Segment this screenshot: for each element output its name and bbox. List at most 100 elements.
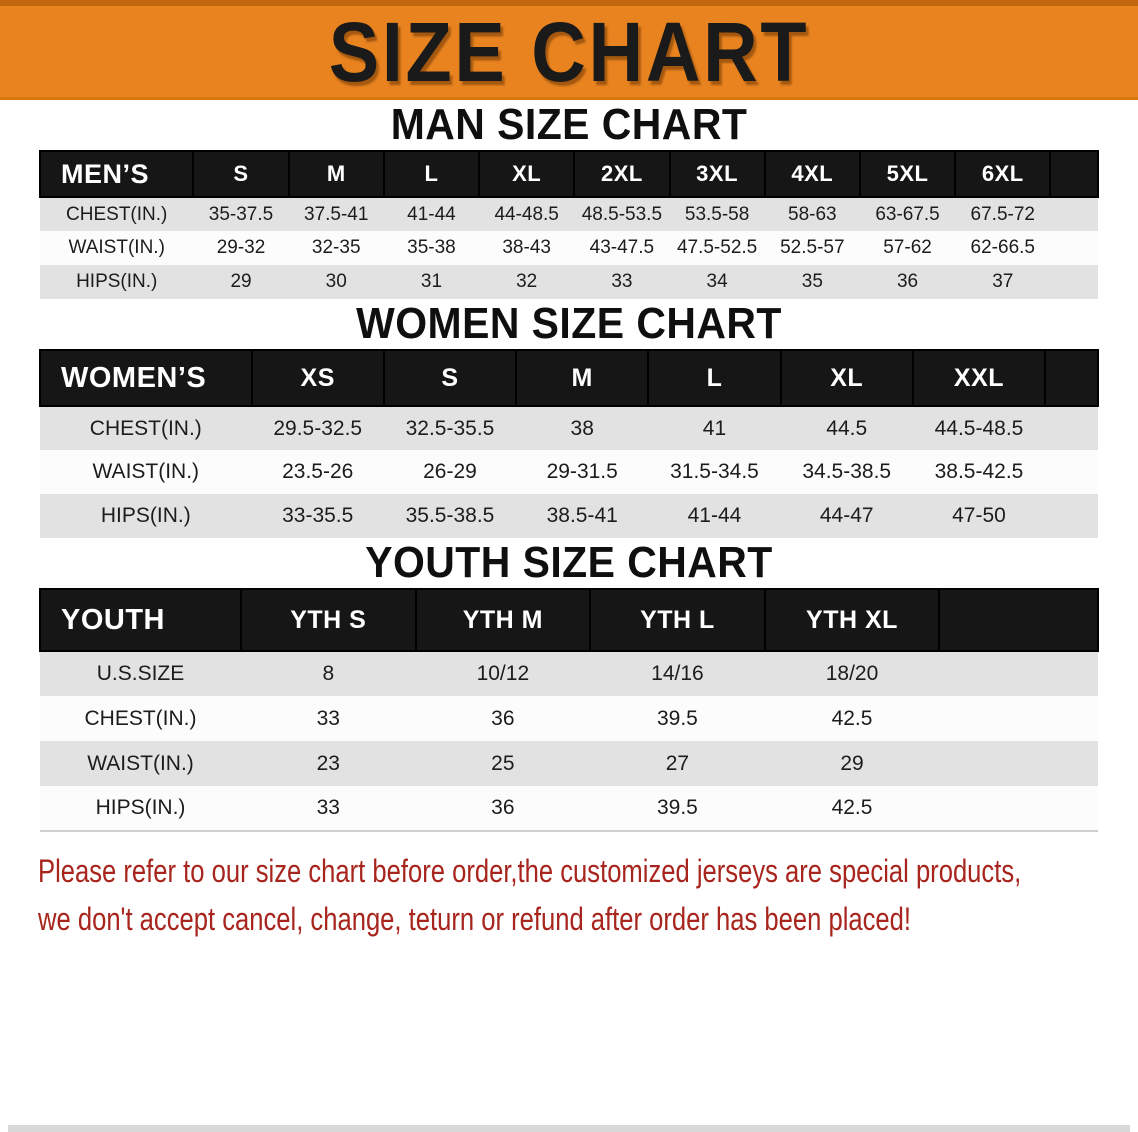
size-cell: 47.5-52.5 bbox=[669, 231, 765, 265]
size-cell: 48.5-53.5 bbox=[574, 197, 670, 231]
size-cell: 32.5-35.5 bbox=[383, 406, 517, 450]
footer-line-1: Please refer to our size chart before or… bbox=[38, 853, 1022, 889]
row-label: WAIST(IN.) bbox=[40, 741, 242, 786]
size-cell: 36 bbox=[859, 265, 956, 299]
men-header-row: MEN’S S M L XL 2XL 3XL 4XL 5XL 6XL bbox=[38, 150, 1099, 198]
size-cell: 58-63 bbox=[764, 197, 860, 231]
size-cell: 63-67.5 bbox=[859, 197, 956, 231]
size-cell: 32-35 bbox=[288, 231, 384, 265]
spacer-cell bbox=[1045, 406, 1098, 450]
men-table-head: MEN’S S M L XL 2XL 3XL 4XL 5XL 6XL bbox=[38, 150, 1099, 198]
size-cell: 8 bbox=[241, 651, 416, 696]
youth-size-header: YTH XL bbox=[763, 588, 941, 652]
youth-table: YOUTH YTH S YTH M YTH L YTH XL U.S.SIZE … bbox=[38, 588, 1099, 832]
size-cell: 29.5-32.5 bbox=[251, 406, 384, 450]
spacer-cell bbox=[939, 786, 1098, 831]
size-cell: 41-44 bbox=[383, 197, 480, 231]
size-cell: 23.5-26 bbox=[251, 450, 384, 494]
size-cell: 43-47.5 bbox=[574, 231, 670, 265]
row-label: WAIST(IN.) bbox=[40, 231, 194, 265]
size-cell: 36 bbox=[415, 696, 591, 741]
women-size-header: L bbox=[647, 349, 782, 407]
youth-size-header: YTH L bbox=[589, 588, 766, 652]
youth-section: YOUTH SIZE CHART YOUTH YTH S YTH M YTH L… bbox=[0, 538, 1138, 832]
row-label: CHEST(IN.) bbox=[40, 696, 242, 741]
men-size-header: 3XL bbox=[668, 150, 766, 198]
men-chest-row: CHEST(IN.) 35-37.5 37.5-41 41-44 44-48.5… bbox=[40, 197, 1098, 231]
spacer-cell bbox=[1044, 349, 1099, 407]
size-cell: 27 bbox=[590, 741, 765, 786]
size-cell: 39.5 bbox=[590, 696, 765, 741]
spacer-cell bbox=[1045, 494, 1098, 538]
size-cell: 29 bbox=[764, 741, 940, 786]
size-cell: 10/12 bbox=[415, 651, 591, 696]
size-cell: 38-43 bbox=[479, 231, 575, 265]
size-cell: 33 bbox=[241, 696, 416, 741]
footer-note: Please refer to our size chart before or… bbox=[0, 832, 1138, 937]
women-table-head: WOMEN’S XS S M L XL XXL bbox=[39, 349, 1099, 407]
size-cell: 42.5 bbox=[764, 786, 940, 831]
size-cell: 52.5-57 bbox=[764, 231, 860, 265]
size-cell: 44-47 bbox=[780, 494, 913, 538]
spacer-cell bbox=[1050, 265, 1098, 299]
size-cell: 23 bbox=[241, 741, 416, 786]
men-table-title: MEN’S bbox=[38, 150, 195, 198]
youth-heading: YOUTH SIZE CHART bbox=[365, 538, 773, 587]
women-section: WOMEN SIZE CHART WOMEN’S XS S M L XL XXL… bbox=[0, 299, 1138, 538]
youth-table-title: YOUTH bbox=[38, 588, 243, 652]
spacer-cell bbox=[1045, 450, 1098, 494]
size-cell: 18/20 bbox=[764, 651, 940, 696]
men-waist-row: WAIST(IN.) 29-32 32-35 35-38 38-43 43-47… bbox=[40, 231, 1098, 265]
size-cell: 38.5-41 bbox=[516, 494, 649, 538]
size-cell: 38 bbox=[516, 406, 649, 450]
row-label: U.S.SIZE bbox=[40, 651, 242, 696]
women-header-row: WOMEN’S XS S M L XL XXL bbox=[39, 349, 1099, 407]
size-cell: 29 bbox=[193, 265, 289, 299]
women-table-body: CHEST(IN.) 29.5-32.5 32.5-35.5 38 41 44.… bbox=[40, 406, 1098, 538]
size-cell: 26-29 bbox=[383, 450, 517, 494]
women-heading: WOMEN SIZE CHART bbox=[356, 299, 782, 348]
men-size-header: S bbox=[192, 150, 290, 198]
spacer-cell bbox=[1050, 197, 1098, 231]
size-cell: 31 bbox=[383, 265, 480, 299]
size-cell: 67.5-72 bbox=[955, 197, 1051, 231]
banner-title: SIZE CHART bbox=[328, 4, 810, 99]
men-size-header: M bbox=[287, 150, 385, 198]
men-size-header: 5XL bbox=[858, 150, 957, 198]
size-cell: 25 bbox=[415, 741, 591, 786]
men-size-header: 4XL bbox=[763, 150, 861, 198]
size-cell: 62-66.5 bbox=[955, 231, 1051, 265]
row-label: HIPS(IN.) bbox=[40, 265, 194, 299]
youth-waist-row: WAIST(IN.) 23 25 27 29 bbox=[40, 741, 1098, 786]
women-size-header: XL bbox=[779, 349, 914, 407]
youth-hips-row: HIPS(IN.) 33 36 39.5 42.5 bbox=[40, 786, 1098, 831]
women-size-header: XXL bbox=[911, 349, 1047, 407]
spacer-cell bbox=[1050, 231, 1098, 265]
size-cell: 31.5-34.5 bbox=[648, 450, 781, 494]
banner: SIZE CHART bbox=[0, 0, 1138, 100]
size-cell: 38.5-42.5 bbox=[912, 450, 1046, 494]
men-size-header: L bbox=[382, 150, 481, 198]
footer-line-2: we don't accept cancel, change, teturn o… bbox=[38, 901, 911, 938]
row-label: CHEST(IN.) bbox=[40, 406, 252, 450]
youth-size-header: YTH M bbox=[414, 588, 592, 652]
size-cell: 44-48.5 bbox=[479, 197, 575, 231]
men-table: MEN’S S M L XL 2XL 3XL 4XL 5XL 6XL CHEST… bbox=[38, 150, 1099, 299]
size-cell: 42.5 bbox=[764, 696, 940, 741]
spacer-cell bbox=[939, 741, 1098, 786]
size-cell: 37.5-41 bbox=[288, 197, 384, 231]
women-table-title: WOMEN’S bbox=[39, 349, 253, 407]
size-cell: 39.5 bbox=[590, 786, 765, 831]
size-cell: 36 bbox=[415, 786, 591, 831]
men-size-header: XL bbox=[478, 150, 576, 198]
men-heading: MAN SIZE CHART bbox=[390, 100, 748, 149]
row-label: CHEST(IN.) bbox=[40, 197, 194, 231]
spacer-cell bbox=[939, 651, 1098, 696]
women-size-header: S bbox=[382, 349, 518, 407]
size-cell: 33-35.5 bbox=[251, 494, 384, 538]
size-cell: 44.5-48.5 bbox=[912, 406, 1046, 450]
women-chest-row: CHEST(IN.) 29.5-32.5 32.5-35.5 38 41 44.… bbox=[40, 406, 1098, 450]
youth-chest-row: CHEST(IN.) 33 36 39.5 42.5 bbox=[40, 696, 1098, 741]
size-cell: 35-37.5 bbox=[193, 197, 289, 231]
